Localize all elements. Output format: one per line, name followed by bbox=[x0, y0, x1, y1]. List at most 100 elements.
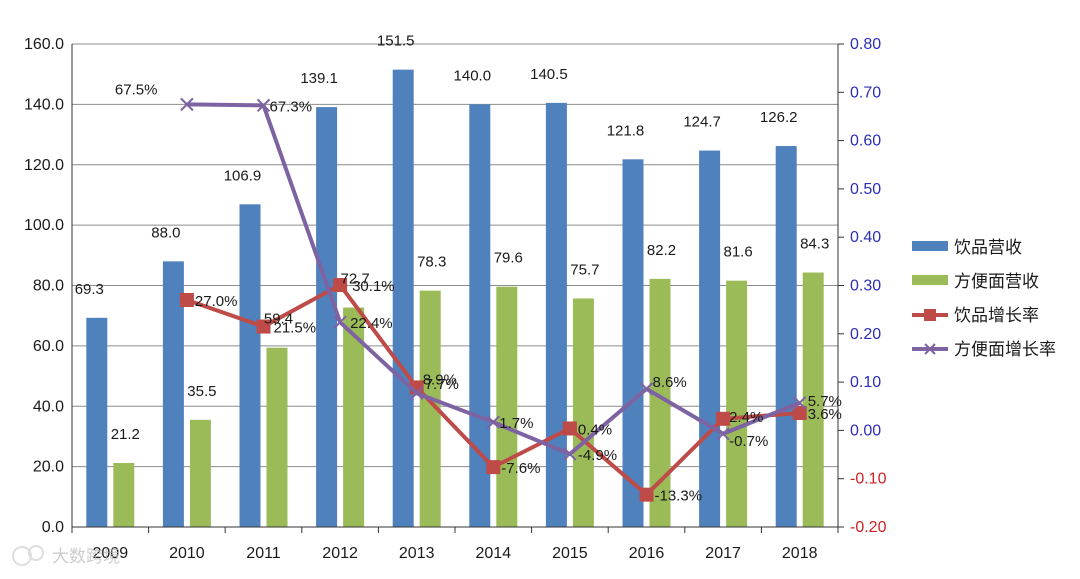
y-right-tick-label: -0.10 bbox=[850, 471, 887, 488]
line-group bbox=[179, 97, 807, 502]
marker-x-stroke bbox=[639, 382, 654, 396]
noodle-revenue-label: 79.6 bbox=[494, 250, 523, 267]
noodle-revenue-label: 59.4 bbox=[264, 311, 293, 328]
marker-drink-growth bbox=[639, 487, 654, 502]
drink-growth-label: -13.3% bbox=[655, 488, 703, 505]
noodle-growth-label: 7.7% bbox=[425, 376, 459, 393]
y-left-tick-label: 80.0 bbox=[33, 278, 64, 295]
marker-x-stroke bbox=[563, 447, 577, 461]
drink-growth-label: 3.6% bbox=[808, 406, 842, 423]
drink-growth-label: 0.4% bbox=[578, 421, 612, 438]
drink-revenue-label: 140.0 bbox=[454, 67, 492, 84]
noodle-revenue-label: 75.7 bbox=[570, 261, 599, 278]
bar-group bbox=[86, 69, 824, 528]
noodle-growth-label: 1.7% bbox=[499, 415, 533, 432]
x-tick-label: 2009 bbox=[93, 545, 129, 562]
drink-revenue-label: 121.8 bbox=[607, 122, 645, 139]
y-right-tick-label: 0.70 bbox=[850, 84, 881, 101]
noodle-revenue-label: 81.6 bbox=[723, 244, 752, 261]
marker-noodle-growth bbox=[563, 447, 577, 461]
marker-drink-growth bbox=[179, 292, 194, 307]
y-right-tick-label: 0.40 bbox=[850, 229, 881, 246]
legend-marker bbox=[924, 343, 936, 355]
bar-noodle-revenue bbox=[266, 347, 288, 527]
bar-drink-revenue bbox=[545, 102, 567, 527]
marker-x-stroke bbox=[716, 427, 730, 441]
noodle-growth-label: 8.6% bbox=[653, 374, 687, 391]
drink-growth-label: 30.1% bbox=[352, 278, 395, 295]
marker-x-stroke bbox=[409, 386, 424, 400]
watermark: 大数跨境 bbox=[12, 545, 120, 566]
x-tick-label: 2013 bbox=[399, 545, 435, 562]
legend-label: 方便面增长率 bbox=[954, 340, 1056, 359]
drink-growth-label: -7.6% bbox=[501, 460, 540, 477]
bar-drink-revenue bbox=[392, 69, 414, 528]
bar-noodle-revenue bbox=[726, 280, 748, 527]
marker-x-stroke bbox=[792, 396, 807, 410]
bar-noodle-revenue bbox=[649, 278, 671, 527]
noodle-revenue-label: 35.5 bbox=[187, 383, 216, 400]
y-left-tick-label: 40.0 bbox=[33, 398, 64, 415]
x-tick-label: 2010 bbox=[169, 545, 205, 562]
drink-growth-label: 27.0% bbox=[195, 293, 238, 310]
marker-x-stroke bbox=[256, 98, 271, 113]
watermark-icon bbox=[12, 545, 44, 566]
drink-revenue-label: 151.5 bbox=[377, 33, 415, 50]
drink-revenue-label: 139.1 bbox=[300, 70, 338, 87]
legend-swatch bbox=[912, 241, 948, 251]
y-right-tick-label: 0.50 bbox=[850, 181, 881, 198]
marker-noodle-growth bbox=[792, 396, 807, 410]
y-left-tick-label: 100.0 bbox=[24, 217, 64, 234]
y-right-tick-label: 0.10 bbox=[850, 374, 881, 391]
drink-revenue-label: 88.0 bbox=[151, 224, 180, 241]
noodle-revenue-label: 82.2 bbox=[647, 242, 676, 259]
bar-drink-revenue bbox=[775, 146, 797, 527]
y-left-tick-label: 160.0 bbox=[24, 36, 64, 53]
bar-noodle-revenue bbox=[419, 290, 441, 527]
x-tick-label: 2018 bbox=[782, 545, 818, 562]
noodle-revenue-label: 72.7 bbox=[340, 271, 369, 288]
marker-noodle-growth bbox=[716, 427, 730, 441]
y-right-tick-label: 0.80 bbox=[850, 36, 881, 53]
marker-drink-growth bbox=[256, 319, 271, 334]
legend-item: 方便面营收 bbox=[912, 272, 1039, 291]
marker-noodle-growth bbox=[333, 315, 347, 329]
bar-noodle-revenue bbox=[496, 286, 518, 527]
x-tick-label: 2012 bbox=[322, 545, 358, 562]
noodle-growth-label: 67.5% bbox=[115, 81, 158, 98]
legend-item: 饮品营收 bbox=[912, 238, 1022, 257]
legend-swatch bbox=[912, 275, 948, 285]
legend-item: 方便面增长率 bbox=[912, 340, 1056, 359]
noodle-revenue-label: 84.3 bbox=[800, 236, 829, 253]
y-right-tick-label: 0.30 bbox=[850, 278, 881, 295]
bar-noodle-revenue bbox=[113, 463, 135, 527]
bar-noodle-revenue bbox=[572, 298, 594, 527]
y-left-tick-label: 60.0 bbox=[33, 338, 64, 355]
bar-drink-revenue bbox=[239, 204, 261, 527]
y-right-tick-label: 0.20 bbox=[850, 326, 881, 343]
legend-marker bbox=[924, 309, 936, 321]
bar-drink-revenue bbox=[86, 317, 108, 527]
y-left-tick-label: 120.0 bbox=[24, 157, 64, 174]
noodle-revenue-label: 78.3 bbox=[417, 254, 446, 271]
drink-revenue-label: 69.3 bbox=[75, 281, 104, 298]
y-left-tick-label: 20.0 bbox=[33, 459, 64, 476]
x-tick-label: 2017 bbox=[705, 545, 741, 562]
drink-growth-label: 8.9% bbox=[423, 371, 457, 388]
noodle-growth-label: 67.3% bbox=[270, 98, 313, 115]
bar-drink-revenue bbox=[622, 159, 644, 527]
marker-noodle-growth bbox=[180, 97, 194, 112]
bar-drink-revenue bbox=[316, 107, 338, 528]
bar-noodle-revenue bbox=[189, 419, 211, 527]
watermark-text: 大数跨境 bbox=[52, 547, 120, 566]
marker-x-stroke bbox=[486, 415, 501, 429]
marker-drink-growth bbox=[486, 460, 501, 475]
legend-label: 饮品增长率 bbox=[954, 306, 1039, 325]
drink-growth-label: 2.4% bbox=[729, 409, 763, 426]
noodle-growth-label: -0.7% bbox=[729, 433, 768, 450]
drink-growth-label: 21.5% bbox=[274, 320, 317, 337]
marker-x-stroke bbox=[180, 97, 194, 112]
x-tick-label: 2016 bbox=[629, 545, 665, 562]
